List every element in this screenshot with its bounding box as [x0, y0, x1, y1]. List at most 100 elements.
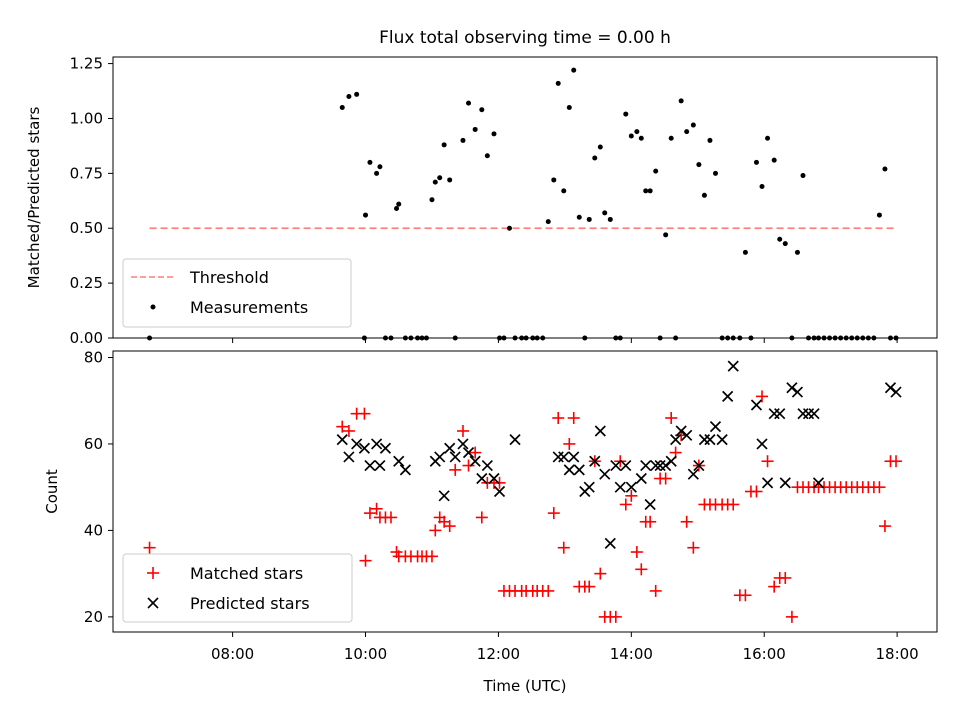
measurement-point: [566, 104, 572, 110]
bottom-legend: Matched stars Predicted stars: [122, 553, 353, 623]
matched-star-point: [143, 541, 156, 554]
measurement-point: [555, 80, 561, 86]
measurement-point: [690, 122, 696, 128]
measurement-point: [653, 168, 659, 174]
measurement-point: [597, 144, 603, 150]
predicted-star-point: [660, 459, 672, 472]
predicted-star-point: [449, 451, 461, 463]
matched-star-point: [665, 412, 678, 425]
predicted-star-point: [890, 386, 902, 398]
x-tick-label: 14:00: [610, 645, 653, 663]
predicted-star-point: [594, 425, 606, 437]
matched-star-point: [873, 481, 886, 494]
predicted-star-point: [625, 481, 637, 493]
predicted-star-point: [791, 386, 804, 398]
matched-star-point: [342, 424, 355, 437]
measurement-point: [437, 175, 443, 181]
predicted-star-point: [665, 455, 677, 467]
predicted-star-point: [457, 438, 469, 450]
matched-star-point: [583, 580, 596, 593]
measurement-point: [638, 135, 644, 141]
legend-predicted-label: Predicted stars: [190, 594, 310, 613]
predicted-star-point: [614, 481, 626, 493]
matched-star-point: [680, 515, 693, 528]
measurement-point: [794, 249, 800, 255]
matched-star-point: [625, 489, 638, 502]
x-axis-label: Time (UTC): [483, 677, 567, 695]
measurement-point: [586, 216, 592, 222]
predicted-star-point: [481, 459, 493, 472]
measurement-point: [551, 177, 557, 183]
measurement-point: [466, 100, 472, 106]
predicted-star-point: [370, 438, 383, 450]
legend-measurements-label: Measurements: [190, 298, 308, 317]
matched-star-point: [449, 463, 462, 476]
predicted-star-point: [336, 434, 348, 446]
top-legend-box: [122, 258, 352, 328]
x-tick-label: 08:00: [211, 645, 254, 663]
predicted-star-point: [687, 468, 699, 480]
measurement-point: [647, 188, 653, 194]
legend-measurements-swatch: [150, 304, 156, 310]
measurement-point: [712, 170, 718, 176]
matched-star-point: [649, 584, 662, 597]
measurement-point: [363, 212, 369, 218]
matched-star-point: [761, 455, 774, 468]
bottom-y-ticks: 20 40 60 80: [84, 348, 113, 626]
predicted-star-point: [808, 408, 820, 420]
predicted-star-point: [573, 464, 585, 476]
measurement-point: [678, 98, 684, 104]
measurement-point: [545, 219, 551, 225]
predicted-star-point: [469, 455, 481, 467]
matched-star-point: [594, 567, 607, 580]
matched-star-point: [750, 485, 763, 498]
measurement-point: [447, 177, 453, 183]
matched-star-point: [563, 437, 576, 450]
predicted-star-point: [709, 421, 722, 433]
measurement-point: [432, 179, 438, 185]
matched-star-point: [363, 507, 376, 520]
matched-star-point: [785, 610, 798, 623]
measurement-point: [759, 184, 765, 190]
bottom-x-ticks: 08:00 10:00 12:00 14:00 16:00 18:00: [211, 632, 919, 663]
measurement-point: [782, 241, 788, 247]
measurement-point: [607, 216, 613, 222]
matched-star-point: [370, 502, 383, 515]
matched-star-point: [557, 541, 570, 554]
matched-star-point: [687, 541, 700, 554]
predicted-star-point: [444, 442, 456, 454]
measurement-point: [771, 157, 777, 163]
predicted-star-point: [374, 459, 386, 472]
matched-star-point: [493, 476, 506, 489]
top-plot-frame: [112, 56, 938, 339]
measurement-point: [623, 111, 629, 117]
matched-star-point: [429, 524, 442, 537]
predicted-star-point: [568, 451, 580, 463]
top-axes: 0.00 0.25 0.50 0.75 1.00 1.25 Matched/Predict…: [25, 55, 938, 347]
measurement-point: [576, 214, 582, 220]
matched-star-point: [475, 511, 488, 524]
predicted-star-point: [670, 434, 682, 446]
predicted-star-point: [604, 537, 616, 549]
top-y-tick-label: 0.00: [70, 329, 103, 347]
measurement-point: [882, 166, 888, 172]
legend-matched-swatch: [147, 567, 159, 579]
measurement-point: [506, 225, 512, 231]
x-tick-label: 16:00: [743, 645, 786, 663]
measurement-point: [339, 104, 345, 110]
measurement-point: [472, 126, 478, 132]
predicted-star-point: [774, 408, 786, 420]
measurement-point: [663, 232, 669, 238]
predicted-star-point: [558, 451, 570, 463]
matched-star-point: [635, 563, 648, 576]
x-tick-label: 12:00: [477, 645, 520, 663]
chart-title: Flux total observing time = 0.00 h: [379, 28, 671, 48]
measurement-point: [394, 205, 400, 211]
top-y-tick-label: 1.25: [70, 55, 103, 73]
measurement-point: [491, 131, 497, 137]
predicted-star-point: [640, 459, 652, 472]
matched-star-point: [878, 520, 891, 533]
predicted-star-point: [610, 459, 622, 472]
predicted-star-point: [509, 434, 521, 446]
